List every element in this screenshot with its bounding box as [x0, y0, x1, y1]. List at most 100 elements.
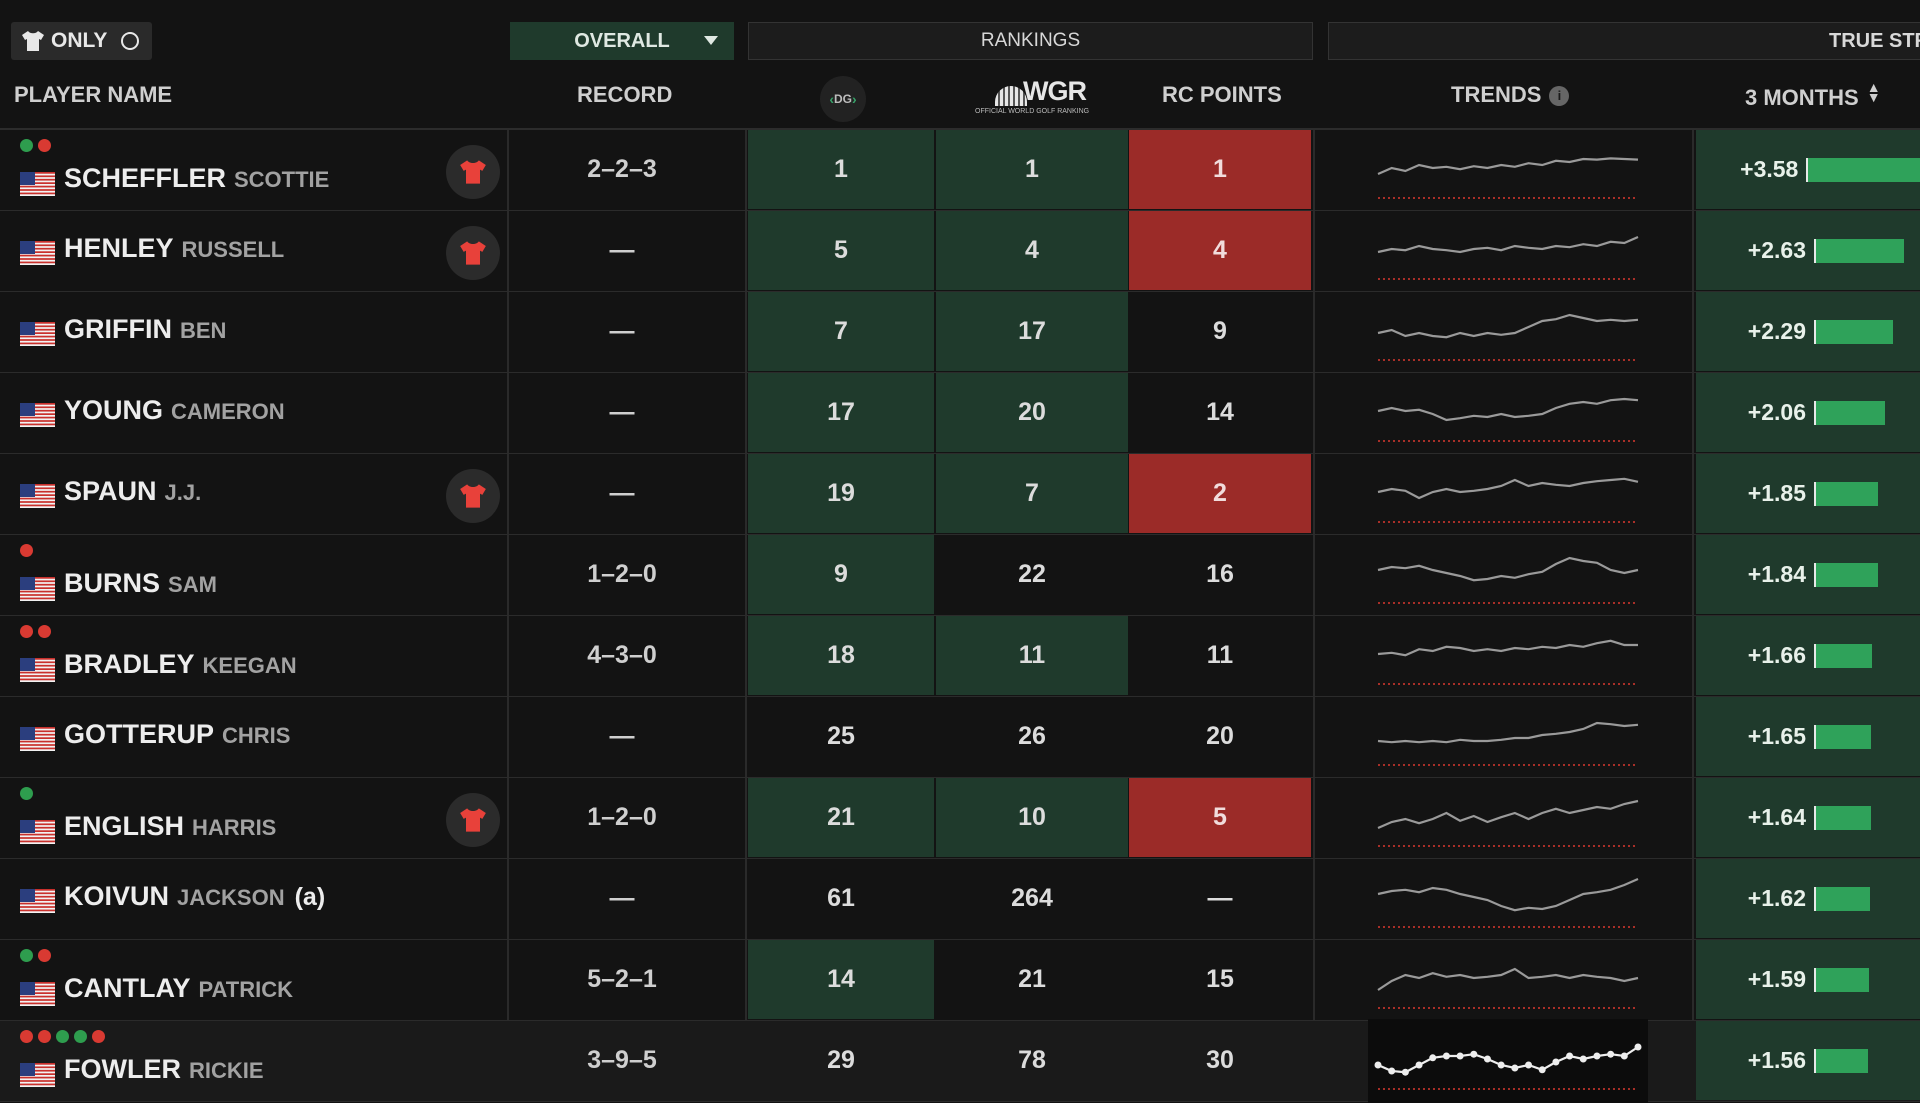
- shirt-only-toggle[interactable]: ONLY: [11, 22, 152, 60]
- golf-ball-icon: [995, 86, 1027, 106]
- shirt-button[interactable]: [446, 226, 500, 280]
- trend-cell[interactable]: [1328, 616, 1688, 695]
- table-row[interactable]: BURNS SAM 1–2–0 9 22 16 +1.84: [0, 535, 1920, 616]
- event-dots: [20, 787, 33, 800]
- player-last-name: GRIFFIN: [64, 314, 172, 344]
- player-name[interactable]: CANTLAY PATRICK: [64, 973, 293, 1004]
- dg-ranking-toggle[interactable]: ‹ DG ›: [820, 76, 866, 122]
- table-row[interactable]: GOTTERUP CHRIS — 25 26 20 +1.65: [0, 697, 1920, 778]
- chevron-left-icon: ‹: [829, 91, 834, 107]
- owgr-rank-cell: 11: [936, 616, 1128, 695]
- player-cell[interactable]: GOTTERUP CHRIS: [0, 697, 505, 776]
- player-name[interactable]: GRIFFIN BEN: [64, 314, 226, 345]
- record-cell: 4–3–0: [587, 641, 657, 669]
- player-name[interactable]: BURNS SAM: [64, 568, 217, 599]
- true-strength-value: +1.56: [1747, 1047, 1806, 1073]
- true-strength-bar: [1814, 805, 1871, 830]
- player-cell[interactable]: BURNS SAM: [0, 535, 505, 614]
- trends-header[interactable]: TRENDS i: [1451, 82, 1570, 108]
- player-cell[interactable]: KOIVUN JACKSON (a): [0, 859, 505, 938]
- player-name[interactable]: KOIVUN JACKSON (a): [64, 881, 325, 912]
- chevron-right-icon: ›: [852, 91, 857, 107]
- player-cell[interactable]: ENGLISH HARRIS: [0, 778, 505, 857]
- player-name[interactable]: ENGLISH HARRIS: [64, 811, 276, 842]
- player-name-header[interactable]: PLAYER NAME: [14, 82, 173, 107]
- table-row[interactable]: CANTLAY PATRICK 5–2–1 14 21 15 +1.59: [0, 940, 1920, 1021]
- table-row[interactable]: YOUNG CAMERON — 17 20 14 +2.06: [0, 373, 1920, 454]
- amateur-badge: (a): [294, 883, 326, 911]
- trend-cell[interactable]: [1328, 859, 1688, 938]
- dg-rank-cell: 21: [748, 778, 934, 857]
- player-cell[interactable]: BRADLEY KEEGAN: [0, 616, 505, 695]
- true-strength-bar: [1814, 238, 1904, 263]
- shirt-button[interactable]: [446, 793, 500, 847]
- player-cell[interactable]: SPAUN J.J.: [0, 454, 505, 533]
- red-dot-icon: [38, 1030, 51, 1043]
- player-cell[interactable]: GRIFFIN BEN: [0, 292, 505, 371]
- record-cell: 1–2–0: [587, 560, 657, 588]
- owgr-rank-cell: 21: [1018, 965, 1046, 993]
- player-first-name: PATRICK: [198, 977, 294, 1002]
- trend-cell[interactable]: [1328, 535, 1688, 614]
- trend-cell[interactable]: [1328, 454, 1688, 533]
- player-name[interactable]: HENLEY RUSSELL: [64, 233, 284, 264]
- trend-cell[interactable]: [1328, 1018, 1688, 1103]
- radio-circle-icon[interactable]: [121, 32, 140, 50]
- red-dot-icon: [20, 1030, 33, 1043]
- player-name[interactable]: YOUNG CAMERON: [64, 395, 285, 426]
- caret-down-icon: [704, 36, 718, 45]
- record-cell: —: [609, 317, 635, 345]
- green-dot-icon: [74, 1030, 87, 1043]
- us-flag-icon: [20, 241, 55, 265]
- dg-rank-cell: 1: [748, 130, 934, 209]
- owgr-rank-cell: 17: [936, 292, 1128, 371]
- player-cell[interactable]: CANTLAY PATRICK: [0, 940, 505, 1019]
- player-cell[interactable]: FOWLER RICKIE: [0, 1021, 505, 1100]
- table-row[interactable]: SCHEFFLER SCOTTIE 2–2–3 1 1 1 +3.58: [0, 130, 1920, 211]
- table-row[interactable]: FOWLER RICKIE 3–9–5 29 78 30 +1.56: [0, 1018, 1920, 1103]
- player-name[interactable]: GOTTERUP CHRIS: [64, 719, 290, 750]
- period-sort-header[interactable]: 3 MONTHS ▲ ▼: [1745, 80, 1881, 111]
- trend-cell[interactable]: [1328, 697, 1688, 776]
- player-cell[interactable]: SCHEFFLER SCOTTIE: [0, 130, 505, 209]
- player-cell[interactable]: YOUNG CAMERON: [0, 373, 505, 452]
- table-row[interactable]: KOIVUN JACKSON (a) — 61 264 — +1.62: [0, 859, 1920, 940]
- owgr-logo[interactable]: WGR OFFICIAL WORLD GOLF RANKING: [975, 76, 1095, 115]
- true-strength-value: +1.84: [1747, 561, 1806, 587]
- trend-cell[interactable]: [1328, 292, 1688, 371]
- table-row[interactable]: SPAUN J.J. — 19 7 2 +1.85: [0, 454, 1920, 535]
- table-row[interactable]: BRADLEY KEEGAN 4–3–0 18 11 11 +1.66: [0, 616, 1920, 697]
- table-row[interactable]: GRIFFIN BEN — 7 17 9 +2.29: [0, 292, 1920, 373]
- rc-points-cell: 20: [1206, 722, 1234, 750]
- dg-label: DG: [834, 92, 852, 106]
- trend-cell[interactable]: [1328, 130, 1688, 209]
- record-cell: 5–2–1: [587, 965, 657, 993]
- player-name[interactable]: BRADLEY KEEGAN: [64, 649, 297, 680]
- player-name[interactable]: FOWLER RICKIE: [64, 1054, 264, 1085]
- event-dots: [20, 625, 51, 638]
- record-cell: 1–2–0: [587, 803, 657, 831]
- trend-sparkline: [1377, 235, 1639, 280]
- record-header[interactable]: RECORD: [577, 82, 673, 107]
- info-icon[interactable]: i: [1549, 86, 1570, 106]
- shirt-button[interactable]: [446, 145, 500, 199]
- rc-points-header[interactable]: RC POINTS: [1162, 82, 1282, 107]
- table-row[interactable]: HENLEY RUSSELL — 5 4 4 +2.63: [0, 211, 1920, 292]
- shirt-button[interactable]: [446, 469, 500, 523]
- rc-points-cell: 5: [1129, 778, 1311, 857]
- overall-dropdown[interactable]: OVERALL: [510, 22, 734, 60]
- true-strength-bar: [1814, 886, 1870, 911]
- shirt-icon: [460, 808, 486, 832]
- trend-cell[interactable]: [1328, 211, 1688, 290]
- trend-cell[interactable]: [1328, 373, 1688, 452]
- player-name[interactable]: SCHEFFLER SCOTTIE: [64, 163, 329, 194]
- owgr-rank-cell: 10: [936, 778, 1128, 857]
- trend-cell[interactable]: [1328, 778, 1688, 857]
- player-cell[interactable]: HENLEY RUSSELL: [0, 211, 505, 290]
- true-strength-value: +1.85: [1747, 480, 1806, 506]
- owgr-logo-text: WGR: [1023, 76, 1087, 106]
- table-row[interactable]: ENGLISH HARRIS 1–2–0 21 10 5 +1.64: [0, 778, 1920, 859]
- trend-cell[interactable]: [1328, 940, 1688, 1019]
- true-strength-cell: +1.56: [1696, 1021, 1920, 1100]
- player-name[interactable]: SPAUN J.J.: [64, 476, 201, 507]
